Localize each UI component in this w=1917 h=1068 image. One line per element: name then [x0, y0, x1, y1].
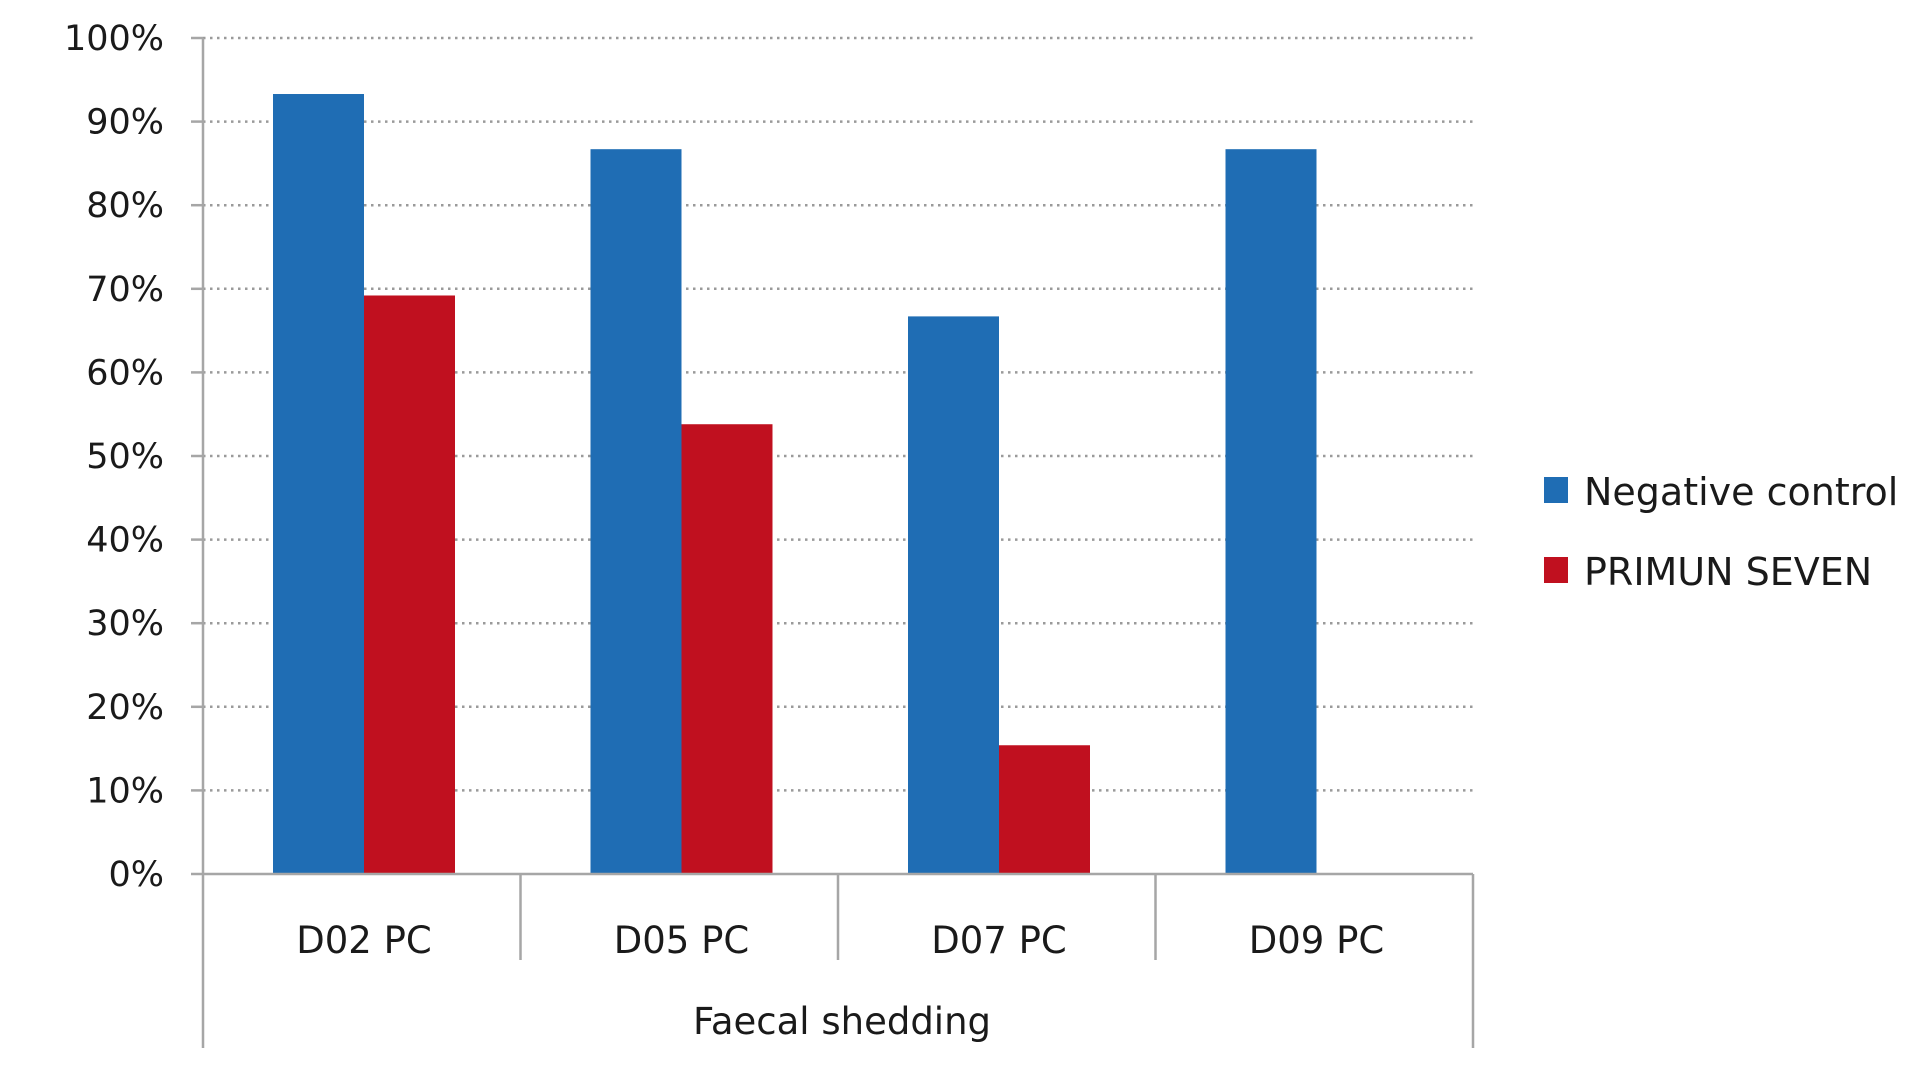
- y-tick-label: 100%: [64, 19, 164, 59]
- y-tick-label: 40%: [86, 521, 164, 561]
- y-tick-label: 70%: [86, 270, 164, 310]
- axes: [201, 38, 1475, 1048]
- y-tick-label: 20%: [86, 688, 164, 728]
- y-tick-label: 80%: [86, 186, 164, 226]
- bar-negative-control-d05-pc: [590, 149, 682, 875]
- y-tick-label: 90%: [86, 103, 164, 143]
- legend-swatch-negative-control: [1544, 477, 1568, 503]
- bar-negative-control-d02-pc: [273, 94, 364, 874]
- bar-primun-seven-d02-pc: [364, 295, 455, 874]
- bars: [273, 94, 1317, 875]
- y-tick-label: 10%: [86, 771, 164, 811]
- legend-label-primun-seven: PRIMUN SEVEN: [1584, 550, 1872, 594]
- category-labels: D02 PC D05 PC D07 PC D09 PC: [296, 919, 1384, 962]
- y-tick-label: 60%: [86, 353, 164, 393]
- category-label: D02 PC: [296, 919, 431, 962]
- category-label: D07 PC: [931, 919, 1066, 962]
- y-tick-label: 30%: [86, 604, 164, 644]
- bar-negative-control-d07-pc: [908, 316, 999, 874]
- legend-swatch-primun-seven: [1544, 557, 1568, 583]
- bar-primun-seven-d05-pc: [681, 424, 773, 874]
- category-label: D05 PC: [614, 919, 749, 962]
- category-label: D09 PC: [1249, 919, 1384, 962]
- x-group-label: Faecal shedding: [693, 1000, 991, 1043]
- legend-label-negative-control: Negative control: [1584, 470, 1898, 514]
- y-tick-labels: 0% 10% 20% 30% 40% 50% 60% 70% 80% 90% 100%: [64, 19, 164, 895]
- bar-primun-seven-d07-pc: [999, 745, 1090, 874]
- bar-negative-control-d09-pc: [1225, 149, 1317, 875]
- y-tick-label: 50%: [86, 437, 164, 477]
- y-tick-label: 0%: [108, 855, 164, 895]
- legend: Negative control PRIMUN SEVEN: [1544, 470, 1898, 594]
